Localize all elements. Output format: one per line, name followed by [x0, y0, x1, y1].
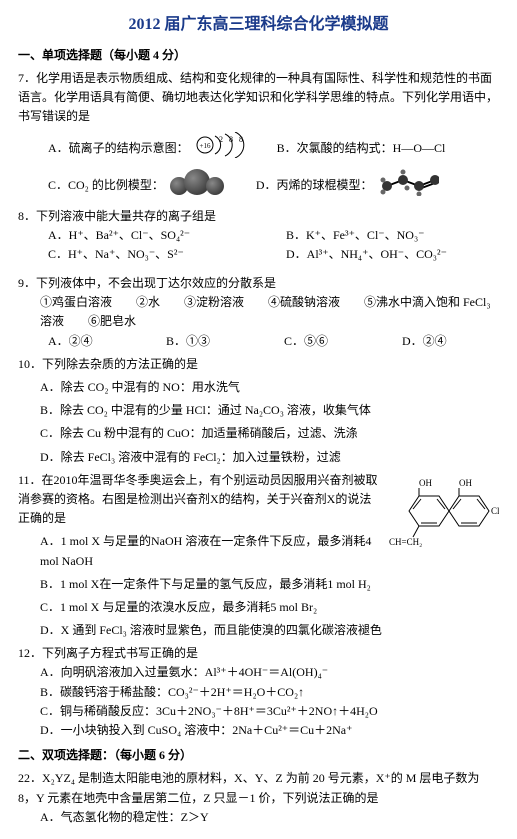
q8-opt-d: D．Al³⁺、NH₄⁺、OH⁻、CO₃²⁻ [286, 245, 447, 264]
question-7: 7．化学用语是表示物质组成、结构和变化规律的一种具有国际性、科学性和规范性的书面… [18, 69, 499, 203]
q7-opt-b: B．次氯酸的结构式：H—O—Cl [277, 139, 446, 158]
cl-label: Cl [491, 506, 499, 516]
question-9: 9．下列液体中，不会出现丁达尔效应的分散系是 ①鸡蛋白溶液 ②水 ③淀粉溶液 ④… [18, 274, 499, 351]
q10-opt-b: B．除去 CO₂ 中混有的少量 HCl：通过 Na₂CO₃ 溶液，收集气体 [18, 401, 499, 420]
q7-opt-c-text: C．CO₂ 的比例模型： [48, 176, 164, 195]
q7-opt-a-text: A．硫离子的结构示意图： [48, 139, 189, 158]
section-1-heading: 一、单项选择题（每小题 4 分） [18, 46, 499, 65]
q11-opt-b: B．1 mol X在一定条件下与足量的氢气反应，最多消耗1 mol H₂ [18, 575, 499, 594]
q8-opt-a: A．H⁺、Ba²⁺、Cl⁻、SO₄²⁻ [48, 226, 268, 245]
question-10: 10．下列除去杂质的方法正确的是 A．除去 CO₂ 中混有的 NO：用水洗气 B… [18, 355, 499, 467]
q22-stem: 22．X₂YZ₄ 是制造太阳能电池的原材料，X、Y、Z 为前 20 号元素，X⁺… [18, 769, 499, 807]
question-11: OH OH Cl CH=CH₂ 11．在2010年温哥华冬季奥运会上，有个别运动… [18, 471, 499, 641]
svg-text:8: 8 [239, 135, 243, 144]
q9-items: ①鸡蛋白溶液 ②水 ③淀粉溶液 ④硫酸钠溶液 ⑤沸水中滴入饱和 FeCl₃ 溶液… [18, 293, 499, 331]
q8-opt-b: B．K⁺、Fe³⁺、Cl⁻、NO₃⁻ [286, 226, 424, 245]
q12-opt-d: D．一小块钠投入到 CuSO₄ 溶液中：2Na＋Cu²⁺＝Cu＋2Na⁺ [18, 721, 499, 740]
q10-opt-c: C．除去 Cu 粉中混有的 CuO：加适量稀硝酸后，过滤、洗涤 [18, 424, 499, 443]
page-title: 2012 届广东高三理科综合化学模拟题 [18, 12, 499, 38]
q10-opt-a: A．除去 CO₂ 中混有的 NO：用水洗气 [18, 378, 499, 397]
stimulant-structure-icon: OH OH Cl CH=CH₂ [389, 471, 499, 557]
sulfur-ion-diagram-icon: +16 2 8 8 [195, 132, 251, 164]
oh-label-2: OH [459, 478, 472, 488]
q9-stem: 9．下列液体中，不会出现丁达尔效应的分散系是 [18, 274, 499, 293]
section-2-heading: 二、双项选择题：（每小题 6 分） [18, 746, 499, 765]
q8-opt-c: C．H⁺、Na⁺、NO₃⁻、S²⁻ [48, 245, 268, 264]
q12-stem: 12．下列离子方程式书写正确的是 [18, 644, 499, 663]
q9-opt-b: B．①③ [166, 332, 266, 351]
q9-opt-d: D．②④ [402, 332, 447, 351]
svg-text:2: 2 [219, 135, 223, 144]
question-12: 12．下列离子方程式书写正确的是 A．向明矾溶液加入过量氨水：Al³⁺＋4OH⁻… [18, 644, 499, 740]
q10-stem: 10．下列除去杂质的方法正确的是 [18, 355, 499, 374]
q9-opt-c: C．⑤⑥ [284, 332, 384, 351]
question-8: 8．下列溶液中能大量共存的离子组是 A．H⁺、Ba²⁺、Cl⁻、SO₄²⁻ B．… [18, 207, 499, 265]
q10-opt-d: D．除去 FeCl₃ 溶液中混有的 FeCl₂：加入过量铁粉，过滤 [18, 448, 499, 467]
co2-scale-model-icon [170, 169, 220, 201]
svg-text:8: 8 [229, 135, 233, 144]
q11-opt-c: C．1 mol X 与足量的浓溴水反应，最多消耗5 mol Br₂ [18, 598, 499, 617]
question-22: 22．X₂YZ₄ 是制造太阳能电池的原材料，X、Y、Z 为前 20 号元素，X⁺… [18, 769, 499, 827]
q9-opt-a: A．②④ [48, 332, 148, 351]
propene-ballstick-icon [379, 168, 439, 202]
svg-text:+16: +16 [199, 142, 210, 150]
vinyl-label: CH=CH₂ [389, 537, 422, 547]
q8-stem: 8．下列溶液中能大量共存的离子组是 [18, 207, 499, 226]
q11-opt-d: D．X 通到 FeCl₃ 溶液时显紫色，而且能使溴的四氯化碳溶液褪色 [18, 621, 499, 640]
q12-opt-b: B．碳酸钙溶于稀盐酸：CO₃²⁻＋2H⁺＝H₂O＋CO₂↑ [18, 683, 499, 702]
q12-opt-a: A．向明矾溶液加入过量氨水：Al³⁺＋4OH⁻＝Al(OH)₄⁻ [18, 663, 499, 682]
oh-label: OH [419, 478, 432, 488]
q12-opt-c: C．铜与稀硝酸反应：3Cu＋2NO₃⁻＋8H⁺＝3Cu²⁺＋2NO↑＋4H₂O [18, 702, 499, 721]
q22-opt-a: A．气态氢化物的稳定性：Z＞Y [18, 808, 499, 827]
q7-opt-d-text: D．丙烯的球棍模型： [256, 176, 373, 195]
q7-stem: 7．化学用语是表示物质组成、结构和变化规律的一种具有国际性、科学性和规范性的书面… [18, 69, 499, 127]
